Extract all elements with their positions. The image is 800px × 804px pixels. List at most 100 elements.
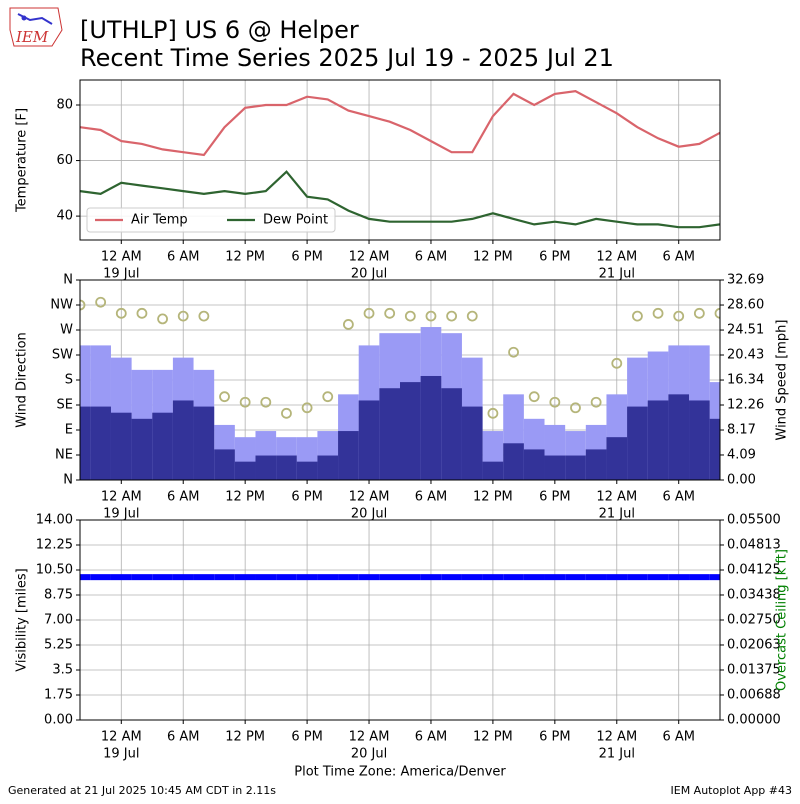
y2-tick-label: 0.05500	[727, 513, 781, 528]
bar	[255, 455, 277, 480]
y-tick-label: W	[60, 323, 73, 338]
y-tick-label: 5.25	[44, 638, 73, 653]
point	[523, 574, 545, 581]
x-axis-label: Plot Time Zone: America/Denver	[294, 765, 506, 780]
bar	[234, 461, 256, 480]
point	[384, 307, 396, 319]
bar	[441, 388, 462, 480]
x-tick-label: 6 AM	[662, 490, 695, 505]
title: [UTHLP] US 6 @ Helper	[80, 16, 359, 44]
point	[544, 574, 566, 581]
bar	[709, 418, 720, 480]
point	[219, 391, 230, 403]
point	[338, 574, 359, 581]
point	[487, 407, 499, 419]
y2-tick-label: 0.00000	[727, 713, 781, 728]
x-date-label: 20 Jul	[351, 267, 387, 282]
x-tick-label: 12 AM	[596, 730, 637, 745]
y2-tick-label: 0.00	[727, 473, 756, 488]
bar	[296, 461, 318, 480]
bar	[276, 455, 297, 480]
y2-tick-label: 0.03438	[727, 587, 781, 602]
marks	[80, 296, 720, 480]
point	[234, 574, 256, 581]
point	[95, 296, 107, 308]
bar	[80, 406, 91, 480]
x-tick-label: 12 PM	[473, 490, 513, 505]
x-tick-label: 6 PM	[291, 730, 322, 745]
point	[131, 574, 153, 581]
point	[301, 402, 313, 414]
point	[611, 357, 623, 369]
point	[90, 574, 111, 581]
marks	[80, 89, 720, 229]
point	[157, 313, 168, 325]
x-tick-label: 12 PM	[473, 250, 513, 265]
point	[420, 574, 442, 581]
y-tick-label: NE	[55, 448, 73, 463]
point	[214, 574, 235, 581]
bar	[544, 455, 566, 480]
y-tick-label: 80	[56, 98, 73, 113]
y-tick-label: E	[65, 423, 73, 438]
line	[80, 89, 720, 157]
x-tick-label: 12 AM	[349, 250, 390, 265]
y2-tick-label: 16.34	[727, 373, 764, 388]
y2-tick-label: 4.09	[727, 447, 756, 462]
point	[177, 310, 189, 322]
y-tick-label: N	[63, 473, 73, 488]
point	[110, 574, 132, 581]
point	[80, 299, 86, 311]
bar	[338, 431, 359, 480]
point	[115, 307, 127, 319]
x-tick-label: 6 AM	[662, 730, 695, 745]
point	[652, 307, 664, 319]
point	[549, 396, 561, 408]
point	[425, 310, 437, 322]
point	[80, 574, 91, 581]
point	[363, 307, 375, 319]
y-tick-label: 3.5	[52, 663, 73, 678]
x-tick-label: 6 PM	[539, 490, 570, 505]
x-tick-label: 6 PM	[291, 250, 322, 265]
y2-tick-label: 8.17	[727, 423, 756, 438]
point	[668, 574, 690, 581]
x-tick-label: 12 AM	[596, 490, 637, 505]
bar	[420, 375, 442, 480]
x-tick-label: 12 AM	[349, 730, 390, 745]
y2-tick-label: 28.60	[727, 298, 764, 313]
x-tick-label: 6 PM	[539, 730, 570, 745]
bar	[689, 400, 710, 480]
point	[136, 307, 148, 319]
y-tick-label: 0.00	[44, 713, 73, 728]
y-axis-label: Visibility [miles]	[15, 568, 30, 671]
footer-right: IEM Autoplot App #43	[671, 784, 793, 797]
bar	[379, 388, 400, 480]
x-date-label: 20 Jul	[351, 507, 387, 522]
y-axis-label: Temperature [F]	[15, 108, 30, 213]
point	[466, 310, 478, 322]
y-tick-label: 12.25	[36, 538, 73, 553]
point	[446, 310, 458, 322]
x-tick-label: 6 PM	[539, 250, 570, 265]
point	[239, 396, 251, 408]
point	[281, 407, 292, 419]
point	[508, 346, 519, 358]
bar	[482, 461, 504, 480]
y2-tick-label: 32.69	[727, 273, 764, 288]
y-tick-label: 8.75	[44, 588, 73, 603]
x-tick-label: 12 PM	[225, 730, 265, 745]
bar	[90, 406, 111, 480]
point	[255, 574, 277, 581]
x-date-label: 21 Jul	[599, 747, 635, 762]
bar	[668, 394, 690, 480]
point	[570, 402, 581, 414]
y2-tick-label: 0.00688	[727, 687, 781, 702]
logo: IEM	[9, 7, 63, 47]
point	[585, 574, 607, 581]
x-date-label: 19 Jul	[103, 747, 139, 762]
point	[565, 574, 586, 581]
point	[647, 574, 669, 581]
x-tick-label: 12 PM	[225, 250, 265, 265]
